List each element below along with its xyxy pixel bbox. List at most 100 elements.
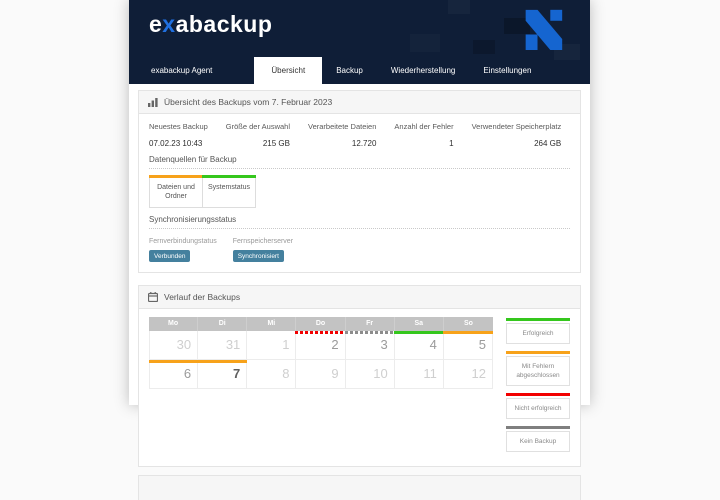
- legend-item: Nicht erfolgreich: [506, 393, 570, 420]
- datasource-card-label: Systemstatus: [207, 184, 250, 191]
- stat-value: 12.720: [351, 139, 377, 148]
- calendar-day-cell[interactable]: 30: [149, 330, 199, 360]
- day-number: 30: [176, 337, 192, 353]
- stat-label: Größe der Auswahl: [225, 122, 290, 131]
- day-status-strip-none: [344, 330, 395, 334]
- sync-status-items: Fernverbindungstatus Verbunden Fernspeiche…: [149, 238, 570, 263]
- nav-agent-label[interactable]: exabackup Agent: [151, 66, 213, 75]
- calendar-weekday: Do: [296, 316, 346, 331]
- overview-panel-header: Übersicht des Backups vom 7. Februar 202…: [139, 91, 580, 114]
- day-number: 31: [225, 337, 241, 353]
- calendar-day-cell[interactable]: 2: [295, 330, 346, 360]
- day-number: 7: [233, 366, 241, 382]
- status-badge: Verbunden: [149, 250, 191, 263]
- day-number: 12: [471, 366, 486, 382]
- tab-wiederherstellung[interactable]: Wiederherstellung: [390, 66, 456, 75]
- backup-calendar: Mo Di Mi Do Fr Sa So 30 31 1 2 3 4 5 6 7 8 9 10 11 12: [149, 316, 493, 452]
- calendar-day-cell[interactable]: 12: [443, 359, 493, 389]
- calendar-day-cell[interactable]: 4: [393, 330, 444, 360]
- day-number: 2: [331, 337, 339, 353]
- stat-column: Größe der Auswahl 215 GB: [226, 122, 290, 148]
- history-panel-header: Verlauf der Backups: [139, 285, 580, 309]
- sync-title: Synchronisierungsstatus: [149, 214, 237, 224]
- calendar-day-cell[interactable]: 5: [442, 330, 493, 360]
- logo-x-letter: x: [162, 11, 176, 37]
- calendar-day-cell[interactable]: 11: [394, 359, 444, 389]
- calendar-day-cell[interactable]: 9: [296, 359, 346, 389]
- legend-color-bar: [506, 350, 570, 354]
- stat-label: Anzahl der Fehler: [394, 122, 454, 131]
- day-number: 4: [429, 337, 437, 353]
- divider: [149, 168, 570, 169]
- datasource-cards: Dateien und Ordner Systemstatus: [149, 175, 570, 208]
- calendar-icon: [148, 291, 158, 302]
- legend-color-bar: [506, 393, 570, 397]
- calendar-weekday-row: Mo Di Mi Do Fr Sa So: [149, 316, 493, 331]
- day-number: 3: [380, 337, 388, 353]
- calendar-day-cell[interactable]: 3: [344, 330, 395, 360]
- legend-label: Mit Fehlern abgeschlossen: [506, 355, 570, 387]
- calendar-day-cell[interactable]: 6: [149, 359, 199, 389]
- datasource-card-color-bar: [202, 175, 256, 178]
- app-window: exabackup exabackup Agent Übersicht Backu…: [129, 0, 590, 500]
- datasource-card[interactable]: Systemstatus: [202, 175, 256, 208]
- calendar-weekday: Fr: [345, 316, 395, 331]
- sync-item: Fernspeicherserver Synchronisiert: [232, 237, 294, 263]
- day-status-strip-failed: [295, 330, 346, 334]
- tab-backup[interactable]: Backup: [336, 66, 363, 75]
- stat-label: Verarbeitete Dateien: [308, 122, 377, 131]
- day-number: 10: [373, 366, 388, 382]
- tab-übersicht[interactable]: Übersicht: [254, 57, 323, 84]
- calendar-day-cell[interactable]: 31: [198, 330, 248, 360]
- calendar-weekday: Mi: [247, 316, 297, 331]
- calendar-day-cell[interactable]: 10: [345, 359, 395, 389]
- calendar-day-cell[interactable]: 1: [247, 330, 297, 360]
- day-number: 9: [331, 366, 339, 382]
- calendar-day-cell[interactable]: 7: [197, 359, 248, 389]
- status-badge: Synchronisiert: [232, 250, 284, 263]
- tab-einstellungen[interactable]: Einstellungen: [483, 66, 532, 75]
- day-status-strip-success: [393, 330, 444, 334]
- calendar-week-row: 30 31 1 2 3 4 5: [149, 330, 493, 360]
- page-content: Übersicht des Backups vom 7. Februar 202…: [129, 84, 590, 500]
- main-nav: exabackup Agent Übersicht Backup Wiederher…: [129, 57, 590, 84]
- header-pattern: [448, 0, 470, 14]
- datasources-title: Datenquellen für Backup: [149, 155, 237, 164]
- brand-x-icon: [520, 8, 566, 50]
- stat-column: Anzahl der Fehler 1: [394, 122, 453, 148]
- legend-item: Kein Backup: [506, 426, 570, 453]
- day-status-strip-warning: [442, 330, 493, 334]
- legend-label: Nicht erfolgreich: [506, 398, 570, 420]
- sync-item-label: Fernverbindungstatus: [149, 237, 217, 245]
- calendar-day-cell[interactable]: 8: [247, 359, 297, 389]
- divider: [149, 227, 570, 229]
- calendar-legend: Erfolgreich Mit Fehlern abgeschlossen Nich…: [506, 317, 570, 453]
- exabackup-logo: exabackup: [149, 11, 273, 37]
- legend-item: Mit Fehlern abgeschlossen: [506, 350, 570, 387]
- legend-color-bar: [506, 426, 570, 430]
- legend-color-bar: [506, 317, 570, 321]
- stat-label: Verwendeter Speicherplatz: [471, 122, 562, 131]
- nav-tabs: Übersicht Backup Wiederherstellung Einstell…: [254, 57, 545, 84]
- sync-item: Fernverbindungstatus Verbunden: [149, 238, 217, 263]
- stat-value: 1: [449, 139, 454, 148]
- calendar-weekday: Sa: [394, 316, 444, 331]
- sync-item-label: Fernspeicherserver: [232, 237, 294, 245]
- datasource-card[interactable]: Dateien und Ordner: [149, 175, 203, 208]
- stat-value: 07.02.23 10:43: [149, 139, 203, 148]
- legend-item: Erfolgreich: [506, 317, 570, 344]
- next-panel-partial: [138, 475, 581, 500]
- bar-chart-icon: [148, 97, 158, 107]
- calendar-weekday: So: [443, 316, 493, 331]
- backup-stats: Neuestes Backup 07.02.23 10:43 Größe der A…: [149, 122, 570, 148]
- legend-label: Erfolgreich: [506, 322, 570, 344]
- day-status-strip-warning: [149, 359, 199, 363]
- header-pattern: [410, 34, 440, 52]
- calendar-weekday: Mo: [149, 316, 199, 331]
- legend-label: Kein Backup: [506, 431, 570, 453]
- stat-value: 215 GB: [262, 139, 290, 148]
- header-pattern: [504, 18, 530, 34]
- day-status-strip-warning: [197, 359, 248, 363]
- stat-label: Neuestes Backup: [149, 122, 208, 131]
- stat-column: Verwendeter Speicherplatz 264 GB: [472, 122, 562, 148]
